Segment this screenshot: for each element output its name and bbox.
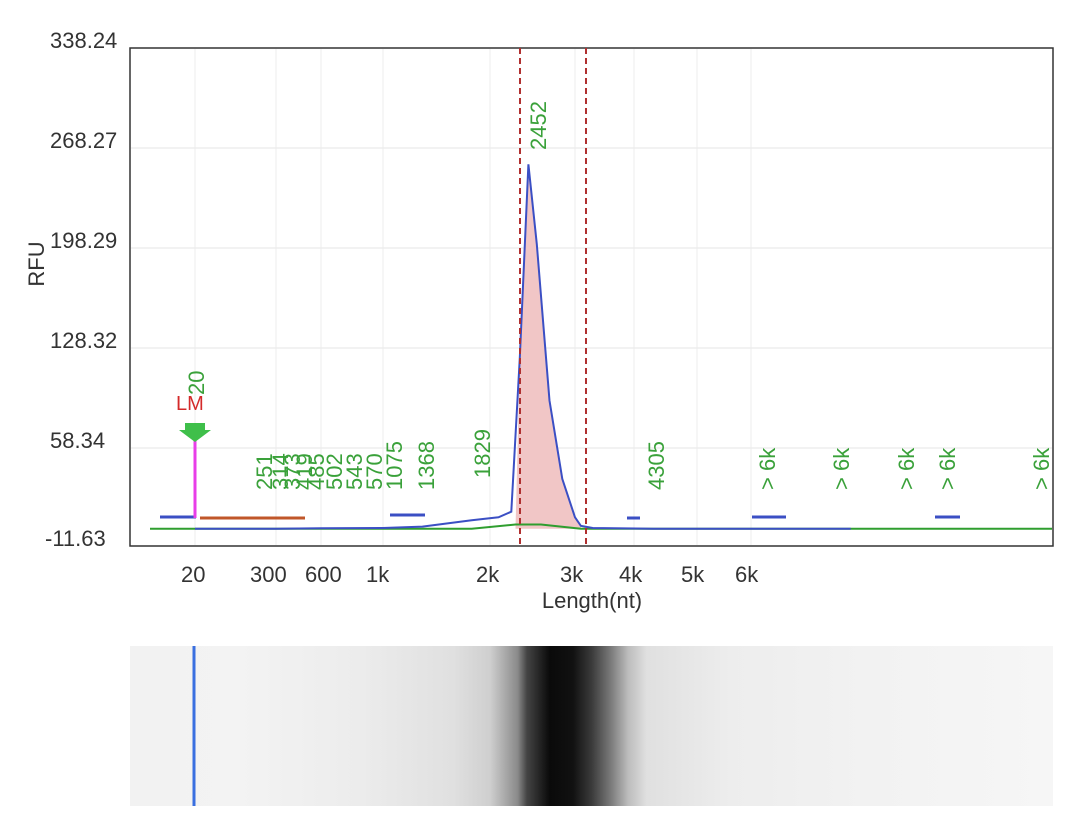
peak-label: 543 (342, 453, 367, 490)
x-tick-label: 4k (619, 562, 643, 587)
peak-label: 502 (322, 453, 347, 490)
peak-area-fill (515, 164, 581, 529)
peak-label: > 6k (894, 447, 919, 490)
lower-marker-size-label: 20 (184, 371, 209, 395)
peak-label: > 6k (755, 447, 780, 490)
peak-label: 373 (280, 453, 305, 490)
x-tick-label: 6k (735, 562, 759, 587)
peak-label: 314 (268, 453, 293, 490)
peak-label: 419 (292, 453, 317, 490)
x-tick-label: 3k (560, 562, 584, 587)
x-axis-title: Length(nt) (542, 588, 642, 613)
peak-labels: 1829 2452 4305 > 6k > 6k > 6k > 6k > 6k (470, 101, 1054, 490)
y-tick-label: 268.27 (50, 128, 117, 153)
x-tick-label: 20 (181, 562, 205, 587)
peak-label: 2452 (526, 101, 551, 150)
peak-label: > 6k (829, 447, 854, 490)
y-tick-label: 58.34 (50, 428, 105, 453)
peak-label: 4305 (644, 441, 669, 490)
y-tick-label: 128.32 (50, 328, 117, 353)
plot-area (129, 47, 1054, 547)
gel-lane (130, 646, 1053, 806)
x-tick-label: 1k (366, 562, 390, 587)
small-peak-cluster-labels: 251 314 373 419 485 502 543 570 1075 136… (252, 441, 439, 490)
x-tick-label: 5k (681, 562, 705, 587)
baseline-segments (160, 513, 960, 520)
peak-label: 570 (362, 453, 387, 490)
grid-lines (131, 49, 1052, 545)
x-axis: 20 300 600 1k 2k 3k 4k 5k 6k (181, 562, 759, 587)
y-tick-label: 198.29 (50, 228, 117, 253)
peak-label: 1075 (382, 441, 407, 490)
lower-marker-arrow-icon (179, 423, 211, 442)
peak-label: 485 (304, 453, 329, 490)
y-axis: 338.24 268.27 198.29 128.32 58.34 -11.63 (45, 28, 117, 551)
peak-label: 1829 (470, 429, 495, 478)
lower-marker-label: LM (176, 393, 204, 415)
y-tick-label: -11.63 (45, 526, 106, 551)
signal-series-line (195, 164, 851, 530)
x-tick-label: 600 (305, 562, 342, 587)
y-axis-title: RFU (24, 241, 49, 286)
x-tick-label: 2k (476, 562, 500, 587)
y-tick-label: 338.24 (50, 28, 117, 53)
peak-label: 1368 (414, 441, 439, 490)
x-tick-label: 300 (250, 562, 287, 587)
peak-label: 251 (252, 453, 277, 490)
peak-label: > 6k (935, 447, 960, 490)
peak-label: > 6k (1029, 447, 1054, 490)
